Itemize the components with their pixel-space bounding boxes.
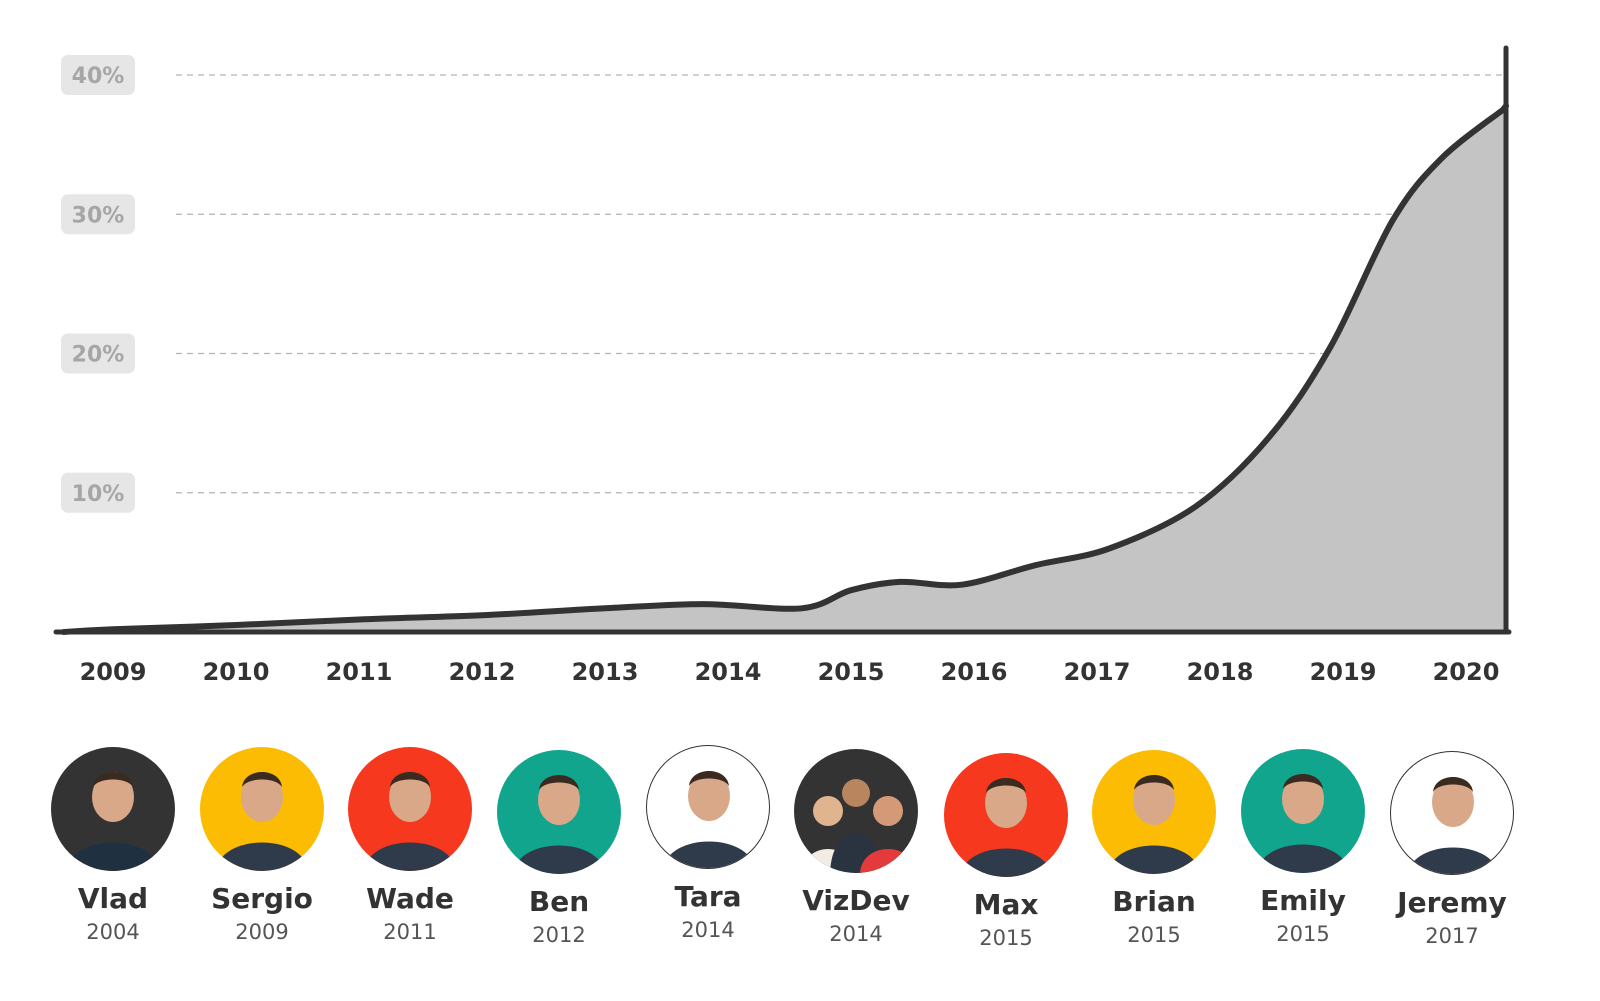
- x-tick-label: 2012: [449, 658, 516, 686]
- person-year: 2015: [979, 926, 1033, 950]
- person-name: Ben: [528, 885, 590, 918]
- y-tick-badge: [61, 333, 135, 374]
- person-year: 2014: [681, 918, 735, 942]
- person-name: Wade: [366, 882, 454, 915]
- person-card: Tara 2014: [633, 745, 783, 943]
- person-name: Jeremy: [1397, 886, 1507, 919]
- person-year: 2015: [1276, 922, 1330, 946]
- person-name: VizDev: [802, 884, 910, 917]
- person-card: VizDev 2014: [781, 749, 931, 947]
- y-tick-badge: [61, 55, 135, 95]
- people-row: Vlad 2004 Sergio 2009 Wade 2011 Ben 2012 Tara 201…: [0, 745, 1600, 985]
- person-avatar-icon: [1390, 751, 1514, 875]
- person-avatar-icon: [1241, 749, 1365, 873]
- person-card: Sergio 2009: [187, 747, 337, 945]
- growth-chart: 10% 20% 30% 40% 2009 2010 2011 2012 2013 2014 201…: [53, 45, 1512, 686]
- person-name: Vlad: [77, 882, 149, 915]
- person-year: 2012: [532, 923, 586, 947]
- y-tick-label: 40%: [72, 64, 125, 89]
- person-card: Jeremy 2017: [1377, 751, 1527, 949]
- person-name: Emily: [1260, 884, 1346, 917]
- person-name: Tara: [674, 880, 742, 913]
- person-avatar-icon: [646, 745, 770, 869]
- person-card: Ben 2012: [484, 750, 634, 948]
- person-avatar-icon: [944, 753, 1068, 877]
- y-axis-ticks: 10% 20% 30% 40%: [61, 55, 135, 513]
- person-year: 2017: [1425, 924, 1479, 948]
- x-tick-label: 2018: [1187, 658, 1254, 686]
- person-avatar-icon: [497, 750, 621, 874]
- person-year: 2009: [235, 920, 289, 944]
- series-line: [60, 102, 1509, 635]
- person-avatar-icon: [1092, 750, 1216, 874]
- x-tick-label: 2019: [1310, 658, 1377, 686]
- person-card: Brian 2015: [1079, 750, 1229, 948]
- person-year: 2004: [86, 920, 140, 944]
- person-avatar-icon: [200, 747, 324, 871]
- series-area: [63, 109, 1506, 633]
- person-year: 2014: [829, 922, 883, 946]
- group-avatar-icon: [794, 749, 918, 873]
- x-axis-ticks: 2009 2010 2011 2012 2013 2014 2015 2016 2017 2018…: [80, 658, 1500, 686]
- x-tick-label: 2020: [1433, 658, 1500, 686]
- person-card: Vlad 2004: [38, 747, 188, 945]
- x-tick-label: 2009: [80, 658, 147, 686]
- x-tick-label: 2013: [572, 658, 639, 686]
- person-year: 2011: [383, 920, 437, 944]
- x-tick-label: 2017: [1064, 658, 1131, 686]
- y-tick-label: 20%: [72, 343, 125, 368]
- person-name: Brian: [1112, 885, 1196, 918]
- y-tick-label: 10%: [72, 482, 125, 507]
- person-card: Emily 2015: [1228, 749, 1378, 947]
- x-tick-label: 2014: [695, 658, 762, 686]
- x-tick-label: 2015: [818, 658, 885, 686]
- y-tick-badge: [61, 194, 135, 235]
- person-card: Wade 2011: [335, 747, 485, 945]
- y-tick-badge: [61, 472, 135, 513]
- x-tick-label: 2016: [941, 658, 1008, 686]
- person-card: Max 2015: [931, 753, 1081, 951]
- y-tick-label: 30%: [72, 203, 125, 228]
- person-name: Sergio: [211, 882, 313, 915]
- x-tick-label: 2010: [203, 658, 270, 686]
- x-tick-label: 2011: [326, 658, 393, 686]
- person-name: Max: [973, 888, 1039, 921]
- person-avatar-icon: [51, 747, 175, 871]
- person-avatar-icon: [348, 747, 472, 871]
- person-year: 2015: [1127, 923, 1181, 947]
